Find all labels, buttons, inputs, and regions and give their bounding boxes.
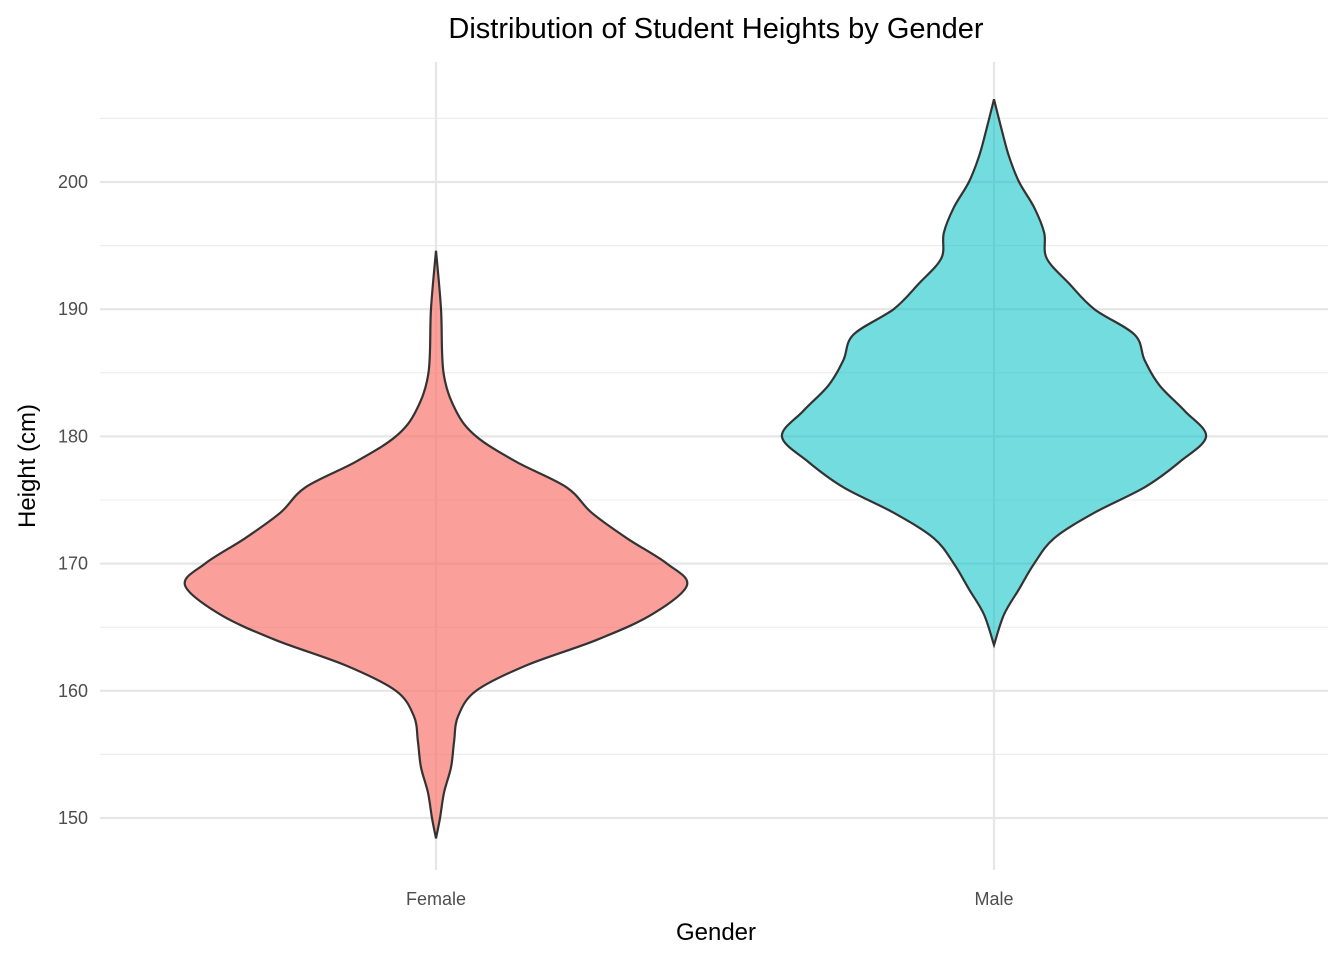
- violin-male: [780, 99, 1208, 649]
- x-tick-label: Male: [974, 889, 1013, 909]
- violin-female: [183, 250, 689, 839]
- violins: [183, 99, 1208, 839]
- y-tick-label: 200: [58, 172, 88, 192]
- chart-title: Distribution of Student Heights by Gende…: [448, 13, 984, 45]
- x-tick-label: Female: [406, 889, 466, 909]
- y-tick-label: 150: [58, 808, 88, 828]
- y-tick-label: 160: [58, 681, 88, 701]
- y-tick-label: 190: [58, 299, 88, 319]
- y-axis-title: Height (cm): [14, 404, 41, 528]
- y-tick-label: 170: [58, 554, 88, 574]
- x-axis-title: Gender: [676, 919, 756, 946]
- x-axis-ticks: Female Male: [406, 889, 1014, 909]
- y-axis-ticks: 150 160 170 180 190 200: [58, 172, 88, 828]
- y-tick-label: 180: [58, 426, 88, 446]
